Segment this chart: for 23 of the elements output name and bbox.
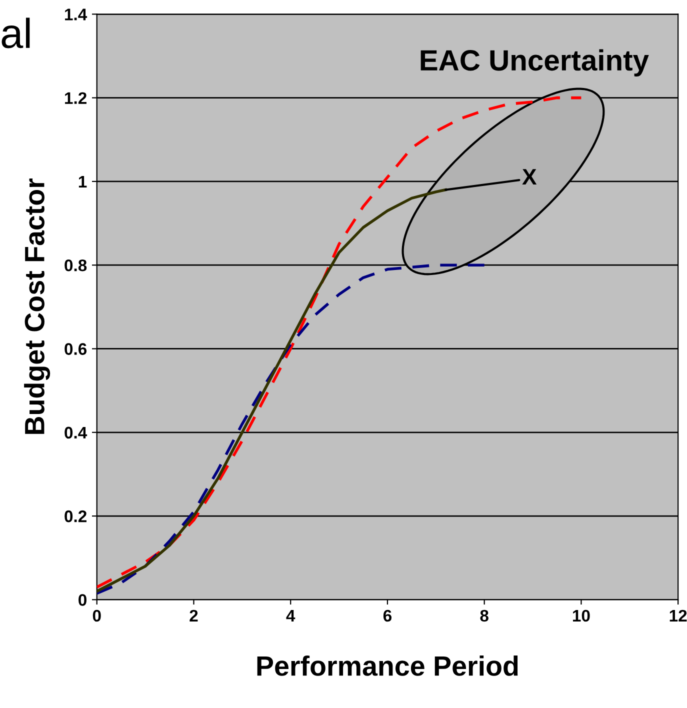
x-tick-label: 8 bbox=[480, 610, 488, 622]
y-tick-label: 0.2 bbox=[64, 510, 86, 522]
y-tick-label: 0 bbox=[78, 594, 86, 606]
x-tick-label: 2 bbox=[190, 610, 198, 622]
y-tick-label: 0.4 bbox=[64, 426, 88, 439]
y-tick-label: 1 bbox=[78, 176, 87, 188]
y-tick-label: 1.2 bbox=[65, 92, 86, 104]
line-series bbox=[96, 264, 486, 595]
x-axis-title: Performance Period bbox=[257, 655, 518, 676]
text: al bbox=[2, 18, 30, 48]
x-tick-label: 6 bbox=[383, 610, 392, 622]
annotation: X bbox=[522, 169, 537, 184]
text: EAC Uncertainty bbox=[420, 49, 649, 76]
line-series bbox=[96, 96, 583, 589]
line-series bbox=[96, 188, 447, 593]
y-tick-label: 0.8 bbox=[64, 259, 87, 272]
x-tick-label: 4 bbox=[286, 610, 296, 622]
y-axis-title: Budget Cost Factor bbox=[24, 178, 50, 434]
y-tick-label: 0.6 bbox=[64, 343, 87, 355]
y-tick-label: 1.4 bbox=[65, 8, 88, 20]
x-tick-label: 0 bbox=[92, 610, 101, 622]
x-tick-label: 12 bbox=[670, 610, 687, 622]
x-tick-label: 10 bbox=[572, 610, 590, 622]
